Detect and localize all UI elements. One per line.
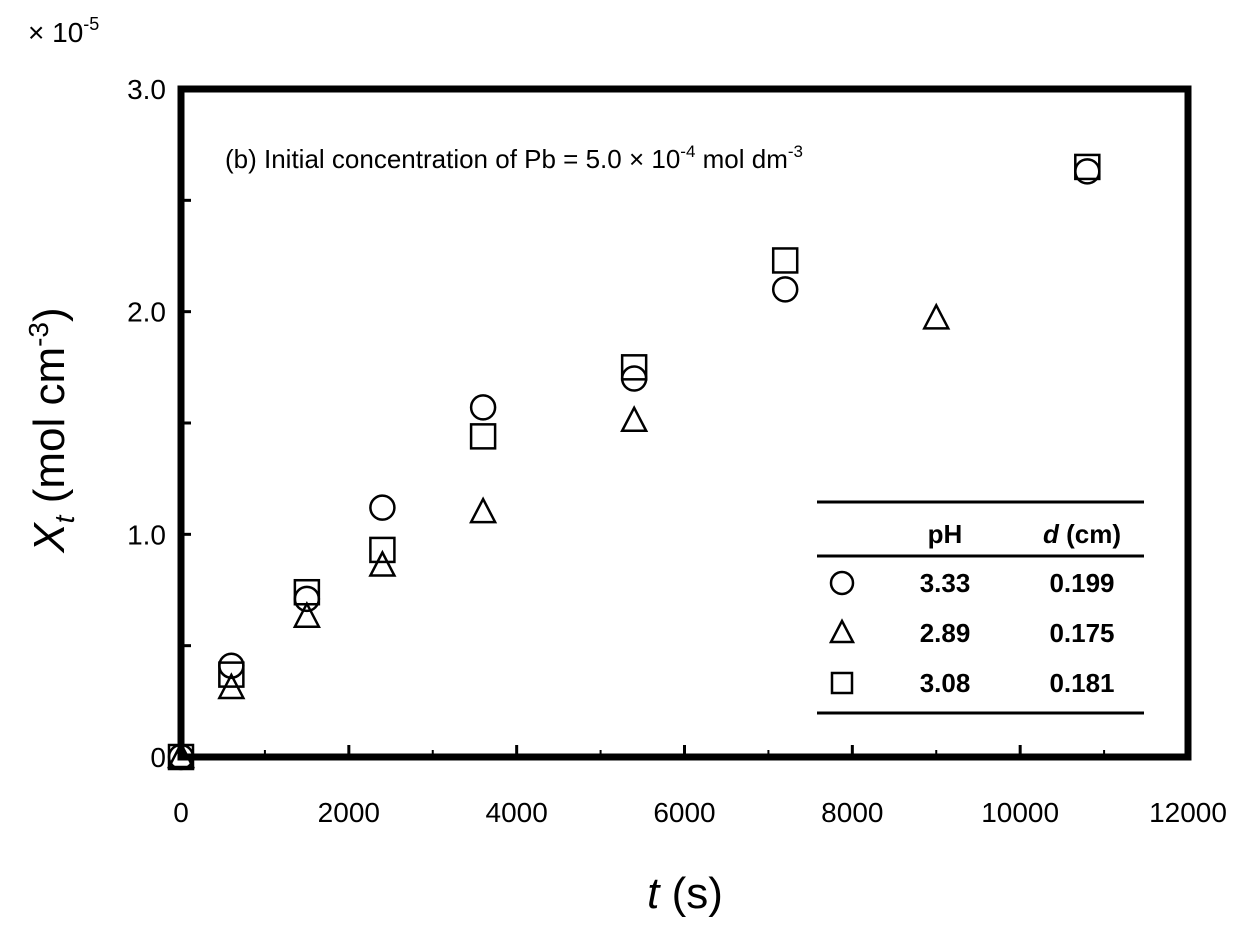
x-tick-label: 0	[173, 797, 189, 828]
triangle-point	[292, 601, 321, 628]
legend-square-marker	[830, 671, 854, 695]
x-tick-label: 4000	[486, 797, 548, 828]
chart-annotation: (b) Initial concentration of Pb = 5.0 × …	[225, 142, 803, 174]
plot-area	[177, 85, 1192, 761]
square-point	[293, 578, 321, 606]
data-points	[166, 153, 1101, 771]
legend-header-d-variable: d	[1043, 519, 1060, 549]
y-tick-label: 0	[150, 742, 166, 773]
y-axis-title: Xt (mol cm-3)	[23, 307, 80, 553]
x-axis-ticks: 0 2000 4000 6000 8000 10000 12000	[173, 745, 1227, 828]
square-point	[771, 247, 799, 274]
y-axis-title-close: )	[25, 307, 74, 322]
y-multiplier-exponent: -5	[83, 14, 99, 34]
y-axis-title-subscript: t	[49, 514, 80, 523]
legend-row-3-d: 0.181	[1049, 668, 1114, 698]
square-point	[369, 536, 396, 564]
y-axis-title-exponent: -3	[23, 322, 54, 347]
triangle-point	[368, 549, 397, 577]
x-tick-label: 12000	[1149, 797, 1227, 828]
square-point	[167, 743, 195, 771]
y-multiplier-base: × 10	[28, 17, 83, 48]
x-tick-label: 10000	[981, 797, 1059, 828]
triangle-point	[922, 302, 951, 330]
y-tick-label: 2.0	[127, 297, 166, 328]
legend-row-1-d: 0.199	[1049, 568, 1114, 598]
square-point	[1074, 153, 1101, 181]
x-tick-label: 2000	[318, 797, 380, 828]
triangle-point	[166, 741, 196, 769]
legend-row-2-d: 0.175	[1049, 618, 1114, 648]
annotation-prefix: (b) Initial concentration of Pb = 5.0 × …	[225, 144, 680, 174]
legend-row-3-ph: 3.08	[920, 668, 971, 698]
legend-row-2-ph: 2.89	[920, 618, 971, 648]
legend-row-1-ph: 3.33	[920, 568, 971, 598]
y-axis-title-unit: (mol cm	[25, 347, 74, 516]
annotation-exponent-1: -4	[680, 142, 695, 161]
square-point	[620, 354, 648, 381]
square-point	[469, 423, 497, 450]
legend-header-d-unit: (cm)	[1059, 519, 1121, 549]
circle-point	[771, 276, 799, 303]
triangle-point	[620, 405, 649, 433]
x-axis-title-variable: t	[647, 869, 661, 918]
legend-circle-marker	[829, 570, 855, 596]
y-multiplier: × 10-5	[28, 14, 99, 48]
circle-point	[369, 494, 396, 521]
y-axis-title-variable: X	[25, 522, 74, 554]
annotation-exponent-2: -3	[788, 142, 803, 161]
y-tick-label: 1.0	[127, 519, 166, 550]
legend: pH d (cm) 3.33 0.199 2.89 0.175 3.08 0.1…	[817, 500, 1144, 715]
y-axis-ticks: 0 1.0 2.0 3.0	[127, 74, 191, 773]
plot-frame	[177, 85, 1192, 761]
x-axis-title: t (s)	[647, 869, 723, 918]
square-point	[218, 661, 245, 688]
legend-header-ph: pH	[928, 519, 963, 549]
x-tick-label: 6000	[653, 797, 715, 828]
y-tick-label: 3.0	[127, 74, 166, 105]
legend-header-d: d (cm)	[1043, 519, 1121, 549]
triangle-point	[469, 496, 498, 524]
x-axis-title-unit: (s)	[659, 869, 723, 918]
legend-triangle-marker	[828, 618, 856, 644]
x-tick-label: 8000	[821, 797, 883, 828]
circle-point	[469, 394, 497, 421]
annotation-middle: mol dm	[695, 144, 787, 174]
